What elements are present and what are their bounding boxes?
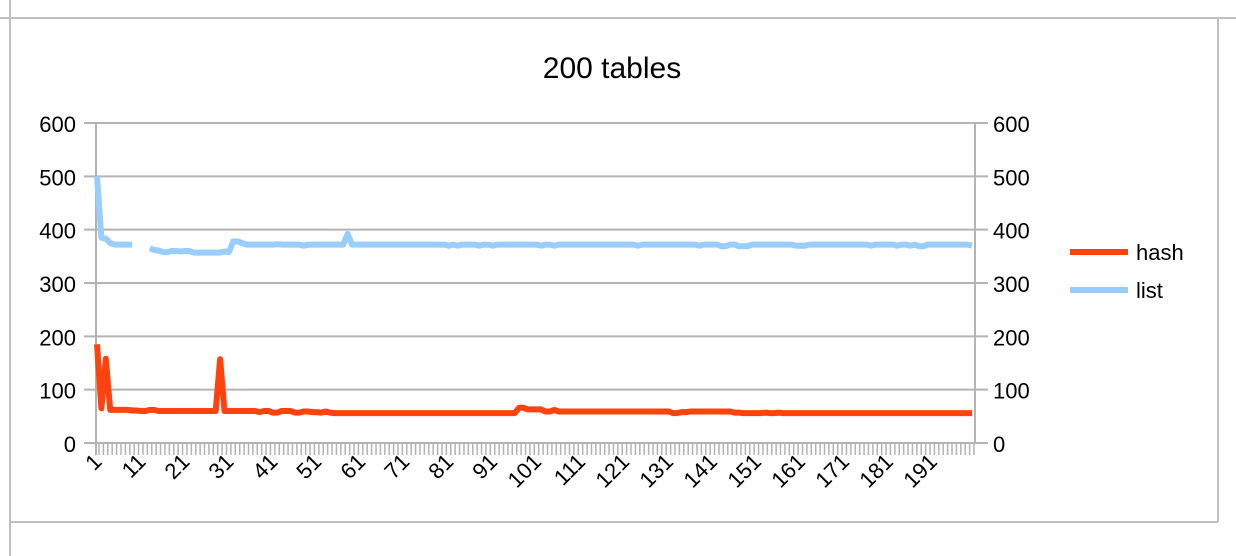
series-lines bbox=[94, 176, 973, 417]
series-line-hash bbox=[94, 344, 972, 417]
y-tick-label-right: 600 bbox=[993, 112, 1030, 137]
x-tick-label: 191 bbox=[898, 449, 942, 493]
y-tick-label-right: 200 bbox=[993, 325, 1030, 350]
y-tick-label-right: 500 bbox=[993, 165, 1030, 190]
series-line-list bbox=[94, 176, 973, 256]
legend-label-hash: hash bbox=[1136, 240, 1184, 265]
x-tick-label: 121 bbox=[591, 449, 635, 493]
y-tick-label-right: 400 bbox=[993, 219, 1030, 244]
y-tick-label-left: 600 bbox=[39, 112, 76, 137]
x-tick-label: 161 bbox=[766, 449, 810, 493]
legend-label-list: list bbox=[1136, 278, 1163, 303]
legend: hash list bbox=[1070, 240, 1184, 303]
y-tick-label-right: 0 bbox=[993, 432, 1005, 457]
x-tick-label: 181 bbox=[854, 449, 898, 493]
y-tick-label-left: 0 bbox=[64, 432, 76, 457]
y-tick-label-right: 100 bbox=[993, 379, 1030, 404]
x-tick-label: 101 bbox=[503, 449, 547, 493]
chart-title: 200 tables bbox=[543, 52, 681, 85]
x-tick-label: 1 bbox=[80, 449, 106, 475]
y-tick-label-left: 300 bbox=[39, 272, 76, 297]
y-tick-label-right: 300 bbox=[993, 272, 1030, 297]
y-tick-label-left: 500 bbox=[39, 165, 76, 190]
y-tick-label-left: 400 bbox=[39, 219, 76, 244]
x-tick-label: 11 bbox=[117, 449, 151, 483]
y-tick-label-left: 200 bbox=[39, 325, 76, 350]
x-tick-label: 111 bbox=[549, 449, 590, 490]
x-tick-label: 141 bbox=[678, 449, 722, 493]
y-tick-label-left: 100 bbox=[39, 379, 76, 404]
x-tick-label: 131 bbox=[635, 449, 679, 493]
x-tick-label: 171 bbox=[810, 449, 854, 493]
x-tick-label: 151 bbox=[722, 449, 766, 493]
